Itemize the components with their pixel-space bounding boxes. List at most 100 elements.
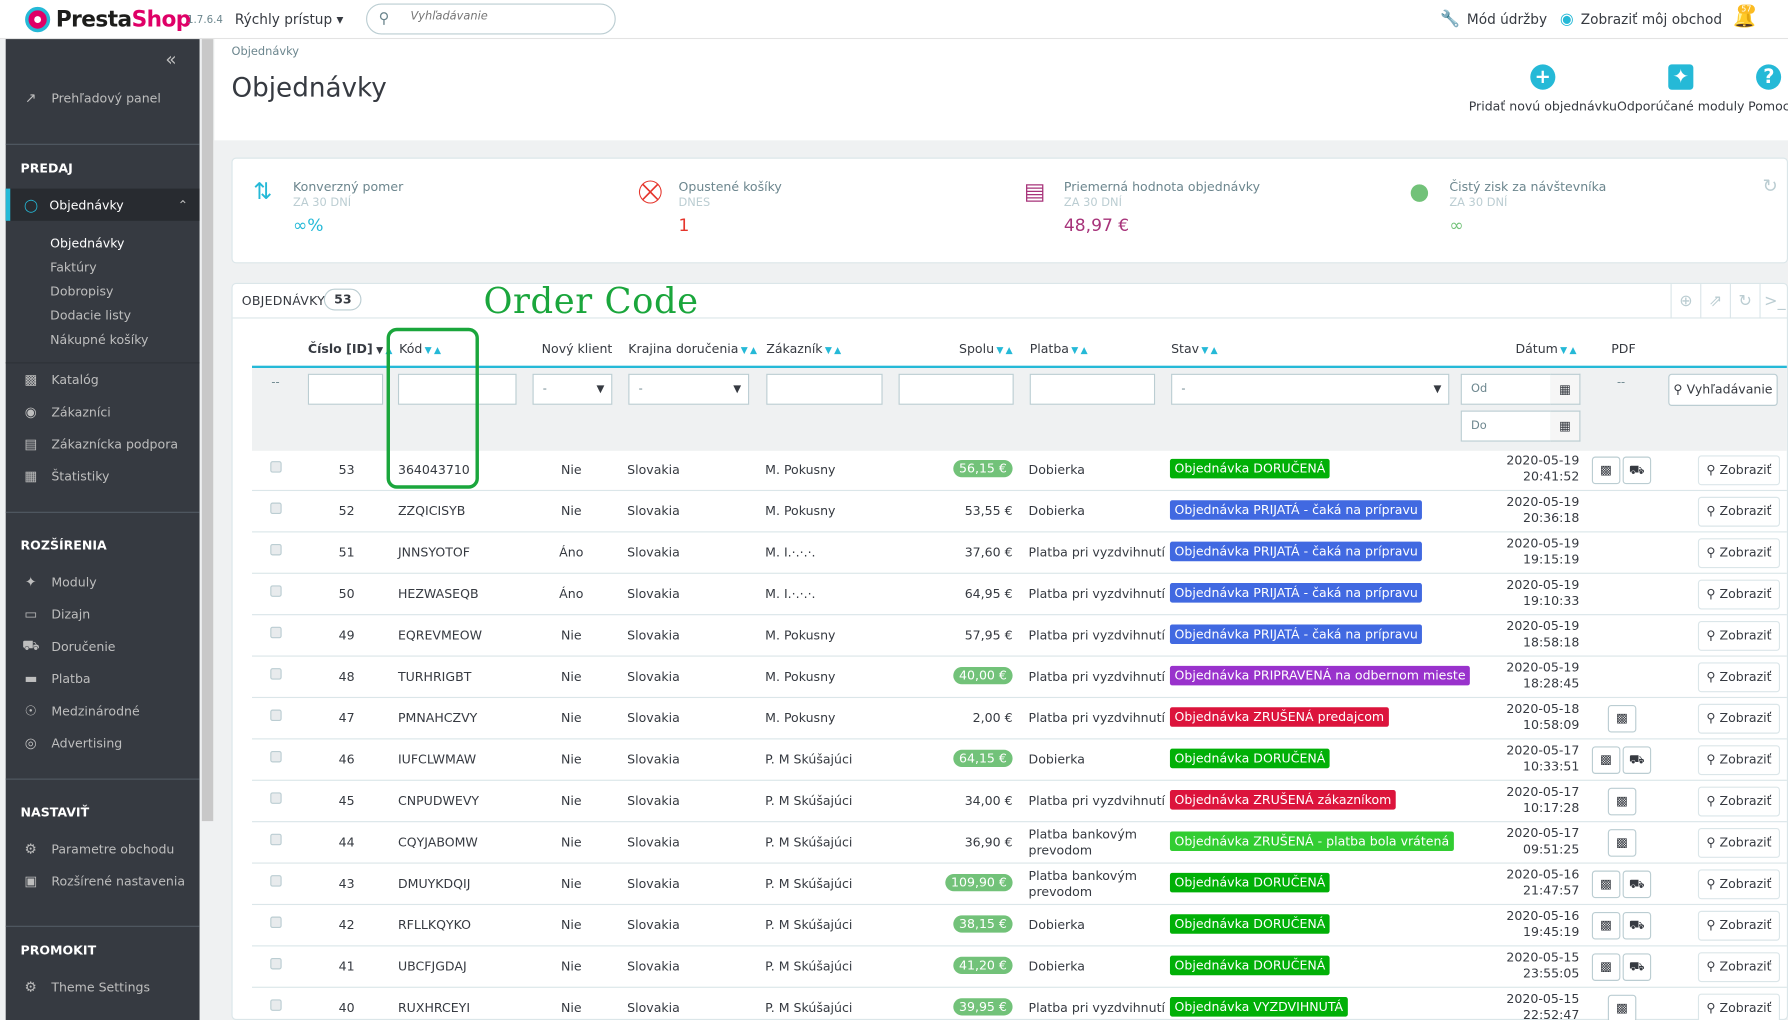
recommended-modules-button[interactable]: ✦ Odporúčané moduly: [1616, 64, 1745, 114]
filter-total-input[interactable]: [898, 373, 1014, 405]
delivery-slip-button[interactable]: ⛟: [1622, 911, 1652, 940]
status-badge[interactable]: Objednávka ZRUŠENÁ zákazníkom: [1169, 790, 1396, 810]
view-order-button[interactable]: ⚲ Zobraziť: [1697, 786, 1781, 817]
sidebar-item-advertising[interactable]: ◎ Advertising: [6, 729, 200, 757]
view-order-button[interactable]: ⚲ Zobraziť: [1697, 745, 1781, 776]
delivery-slip-button[interactable]: ⛟: [1622, 456, 1652, 485]
filter-new-client-select[interactable]: - ▼: [532, 373, 613, 405]
sidebar-item-customers[interactable]: ◉ Zákazníci: [6, 398, 200, 426]
row-checkbox[interactable]: [270, 709, 282, 722]
view-order-button[interactable]: ⚲ Zobraziť: [1697, 579, 1781, 610]
status-badge[interactable]: Objednávka DORUČENÁ: [1169, 458, 1330, 479]
invoice-pdf-button[interactable]: ▩: [1591, 456, 1621, 485]
view-order-button[interactable]: ⚲ Zobraziť: [1697, 496, 1781, 527]
table-row[interactable]: 47 PMNAHCZVY Nie Slovakia M. Pokusny 2,00 € Pl…: [252, 698, 1787, 740]
sidebar-item-support[interactable]: ▤ Zákaznícka podpora: [6, 430, 200, 458]
status-badge[interactable]: Objednávka DORUČENÁ: [1169, 914, 1330, 934]
sidebar-item-modules[interactable]: ✦ Moduly: [6, 568, 200, 596]
sql-query-icon[interactable]: >_: [1759, 284, 1788, 319]
col-header-date[interactable]: Dátum ▼ ▲: [1515, 341, 1577, 357]
view-order-button[interactable]: ⚲ Zobraziť: [1697, 662, 1781, 693]
row-checkbox[interactable]: [270, 585, 282, 597]
table-row[interactable]: 45 CNPUDWEVY Nie Slovakia P. M Skúšajúci 34,0…: [252, 781, 1787, 823]
table-row[interactable]: 53 364043710 Nie Slovakia M. Pokusny 56,15 € D…: [252, 450, 1787, 492]
invoice-pdf-button[interactable]: ▩: [1591, 953, 1621, 981]
table-row[interactable]: 41 UBCFJGDAJ Nie Slovakia P. M Skúšajúci 41,2…: [252, 946, 1787, 988]
status-badge[interactable]: Objednávka VYZDVIHNUTÁ: [1169, 997, 1348, 1017]
status-badge[interactable]: Objednávka DORUČENÁ: [1169, 872, 1330, 893]
maintenance-link[interactable]: 🔧 Mód údržby: [1440, 10, 1548, 29]
table-row[interactable]: 48 TURHRIGBT Nie Slovakia M. Pokusny 40,00 € P…: [252, 657, 1787, 699]
table-row[interactable]: 40 RUXHRCEYI Nie Slovakia P. M Skúšajúci 39,9…: [252, 988, 1787, 1020]
col-header-status[interactable]: Stav ▼ ▲: [1171, 341, 1218, 357]
export-icon[interactable]: ⇗: [1700, 284, 1730, 319]
status-badge[interactable]: Objednávka PRIJATÁ - čaká na prípravu: [1169, 624, 1423, 644]
collapse-sidebar-icon[interactable]: «: [165, 48, 177, 71]
col-header-payment[interactable]: Platba ▼ ▲: [1029, 341, 1088, 357]
filter-search-button[interactable]: ⚲ Vyhľadávanie: [1668, 373, 1778, 406]
delivery-slip-button[interactable]: ⛟: [1622, 953, 1652, 981]
invoice-pdf-button[interactable]: ▩: [1607, 787, 1637, 816]
sidebar-item-design[interactable]: ▭ Dizajn: [6, 600, 200, 628]
quick-access-dropdown[interactable]: Rýchly prístup ▾: [234, 11, 344, 28]
help-button[interactable]: ? Pomoc: [1748, 64, 1788, 114]
invoice-pdf-button[interactable]: ▩: [1591, 870, 1621, 899]
col-header-country[interactable]: Krajina doručenia ▼ ▲: [628, 341, 758, 357]
row-checkbox[interactable]: [270, 626, 282, 639]
view-shop-link[interactable]: ◉ Zobraziť môj obchod: [1559, 10, 1723, 29]
refresh-list-icon[interactable]: ↻: [1729, 284, 1760, 319]
sidebar-item-shipping[interactable]: ⛟ Doručenie: [22, 637, 116, 654]
row-checkbox[interactable]: [270, 750, 282, 763]
filter-status-select[interactable]: - ▼: [1171, 373, 1450, 405]
status-badge[interactable]: Objednávka ZRUŠENÁ predajcom: [1169, 707, 1389, 727]
calendar-icon[interactable]: ▦: [1550, 410, 1581, 442]
col-header-customer[interactable]: Zákazník ▼ ▲: [766, 341, 842, 357]
status-badge[interactable]: Objednávka PRIJATÁ - čaká na prípravu: [1169, 541, 1423, 562]
table-row[interactable]: 50 HEZWASEQB Áno Slovakia M. I.·.·.·. 64,95 €…: [252, 574, 1787, 616]
sidebar-sub-credit-slips[interactable]: Dobropisy: [50, 284, 114, 299]
filter-date-to-input[interactable]: Do: [1460, 410, 1552, 442]
view-order-button[interactable]: ⚲ Zobraziť: [1697, 828, 1781, 858]
sidebar-item-stats[interactable]: ▦ Štatistiky: [6, 462, 200, 490]
view-order-button[interactable]: ⚲ Zobraziť: [1697, 869, 1781, 900]
filter-payment-input[interactable]: [1029, 373, 1156, 405]
sidebar-sub-delivery-slips[interactable]: Dodacie listy: [50, 308, 132, 324]
table-row[interactable]: 52 ZZQICISYB Nie Slovakia M. Pokusny 53,55 € D…: [252, 491, 1787, 533]
search-input[interactable]: [410, 10, 605, 23]
col-header-code[interactable]: Kód ▼ ▲: [399, 341, 441, 357]
refresh-icon[interactable]: ↻: [1762, 174, 1778, 197]
table-row[interactable]: 43 DMUYKDQIJ Nie Slovakia P. M Skúšajúci 109,…: [252, 864, 1787, 906]
row-checkbox[interactable]: [270, 957, 282, 970]
sidebar-item-orders[interactable]: ◯ Objednávky ⌃: [5, 188, 200, 221]
view-order-button[interactable]: ⚲ Zobraziť: [1697, 703, 1781, 734]
view-order-button[interactable]: ⚲ Zobraziť: [1697, 910, 1781, 941]
invoice-pdf-button[interactable]: ▩: [1591, 746, 1621, 774]
table-row[interactable]: 44 CQYJABOMW Nie Slovakia P. M Skúšajúci 36,9…: [252, 822, 1787, 864]
row-checkbox[interactable]: [270, 543, 282, 556]
row-checkbox[interactable]: [270, 502, 282, 515]
col-header-total[interactable]: Spolu ▼ ▲: [958, 341, 1013, 357]
status-badge[interactable]: Objednávka DORUČENÁ: [1169, 955, 1330, 976]
table-row[interactable]: 51 JNNSYOTOF Áno Slovakia M. I.·.·.·. 37,60 €…: [252, 532, 1787, 574]
row-checkbox[interactable]: [270, 875, 282, 887]
row-checkbox[interactable]: [270, 916, 282, 929]
header-search[interactable]: ⚲: [366, 3, 616, 35]
sidebar-item-payment[interactable]: ▬ Platba: [6, 665, 200, 693]
sidebar-item-advanced[interactable]: ▣ Rozšírené nastavenia: [6, 867, 200, 895]
breadcrumb[interactable]: Objednávky: [231, 46, 300, 59]
table-row[interactable]: 49 EQREVMEOW Nie Slovakia M. Pokusny 57,95 € P…: [252, 615, 1787, 657]
table-row[interactable]: 42 RFLLKQYKO Nie Slovakia P. M Skúšajúci 38,1…: [252, 905, 1787, 947]
row-checkbox[interactable]: [270, 833, 282, 846]
status-badge[interactable]: Objednávka PRIJATÁ - čaká na prípravu: [1169, 583, 1423, 603]
invoice-pdf-button[interactable]: ▩: [1591, 911, 1621, 940]
sidebar-sub-orders[interactable]: Objednávky: [50, 235, 125, 251]
status-badge[interactable]: Objednávka ZRUŠENÁ - platba bola vrátená: [1169, 831, 1454, 851]
sidebar-scrollbar[interactable]: [201, 39, 214, 822]
sidebar-item-shop-parameters[interactable]: ⚙ Parametre obchodu: [6, 835, 200, 863]
add-order-button[interactable]: + Pridať novú objednávku: [1468, 64, 1617, 114]
invoice-pdf-button[interactable]: ▩: [1607, 704, 1637, 733]
row-checkbox[interactable]: [270, 668, 282, 680]
view-order-button[interactable]: ⚲ Zobraziť: [1697, 952, 1781, 983]
invoice-pdf-button[interactable]: ▩: [1607, 994, 1637, 1020]
row-checkbox[interactable]: [270, 792, 282, 804]
